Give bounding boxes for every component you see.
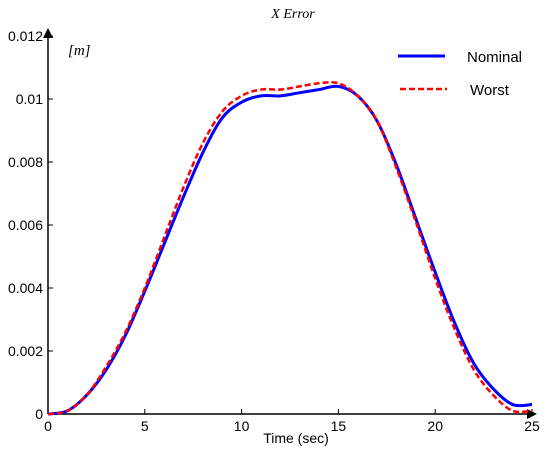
y-ticks: 0 0.002 0.004 0.006 0.008 0.01 0.012 [8,28,53,422]
x-tick-label: 15 [331,418,347,434]
x-tick-label: 0 [44,418,52,434]
legend-label-nominal: Nominal [467,49,522,66]
series-line-nominal [47,84,533,416]
unit-label: [m] [68,43,91,59]
series-layer [47,80,533,416]
y-tick-label: 0.008 [8,154,43,170]
legend: Nominal Worst [398,49,522,99]
x-tick-label: 5 [141,418,149,434]
x-tick-label: 10 [234,418,250,434]
x-tick-label: 25 [524,418,540,434]
y-tick-label: 0.012 [8,28,43,44]
legend-label-worst: Worst [470,82,510,99]
series-line-worst [47,80,533,416]
y-tick-label: 0.004 [8,280,43,296]
x-ticks: 0 5 10 15 20 25 [44,409,540,434]
chart-title: X Error [270,7,315,22]
y-tick-label: 0 [35,406,43,422]
y-tick-label: 0.006 [8,217,43,233]
y-tick-label: 0.002 [8,343,43,359]
y-tick-label: 0.01 [16,91,43,107]
x-tick-label: 20 [427,418,443,434]
x-axis-label: Time (sec) [263,430,329,446]
